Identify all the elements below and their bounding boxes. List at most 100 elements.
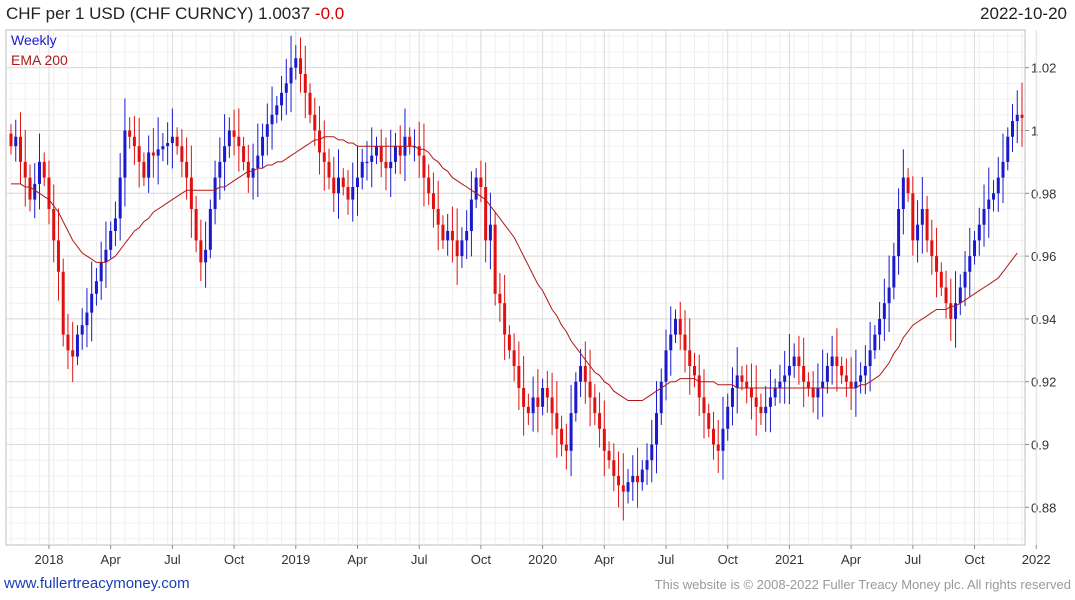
candle-body bbox=[721, 428, 725, 451]
candle-body bbox=[346, 187, 350, 200]
candle-body bbox=[322, 152, 326, 162]
candle-body bbox=[147, 152, 151, 178]
candle-body bbox=[351, 187, 355, 200]
candle-body bbox=[142, 161, 146, 178]
candle-body bbox=[251, 168, 255, 178]
x-tick-label: Oct bbox=[964, 552, 985, 567]
candle-body bbox=[911, 193, 915, 241]
candle-body bbox=[1006, 136, 1010, 162]
candle-body bbox=[303, 73, 307, 93]
candle-body bbox=[246, 161, 250, 178]
candle-body bbox=[716, 444, 720, 451]
candle-body bbox=[854, 381, 858, 388]
candle-body bbox=[697, 375, 701, 398]
candle-body bbox=[161, 146, 165, 150]
candle-body bbox=[982, 208, 986, 225]
candle-body bbox=[797, 356, 801, 367]
candle-body bbox=[436, 208, 440, 225]
candle-body bbox=[104, 249, 108, 263]
candle-body bbox=[949, 303, 953, 319]
candle-body bbox=[265, 124, 269, 137]
candle-body bbox=[631, 475, 635, 483]
candle-body bbox=[878, 318, 882, 335]
candle-body bbox=[821, 381, 825, 388]
candle-body bbox=[859, 375, 863, 382]
candle-body bbox=[33, 183, 37, 200]
candle-body bbox=[503, 303, 507, 335]
candle-body bbox=[469, 199, 473, 231]
candle-body bbox=[474, 177, 478, 200]
candle-body bbox=[901, 177, 905, 209]
candle-body bbox=[526, 406, 530, 414]
candle-body bbox=[640, 469, 644, 483]
candle-body bbox=[450, 230, 454, 241]
candle-body bbox=[968, 256, 972, 272]
candle-body bbox=[735, 375, 739, 388]
candle-body bbox=[75, 334, 79, 357]
candle-body bbox=[80, 325, 84, 335]
candle-body bbox=[1001, 161, 1005, 178]
candle-body bbox=[688, 350, 692, 367]
candle-body bbox=[28, 177, 32, 200]
candle-body bbox=[617, 475, 621, 486]
candle-body bbox=[170, 136, 174, 144]
y-tick-label: 1.02 bbox=[1031, 61, 1056, 76]
candle-body bbox=[916, 224, 920, 241]
candle-body bbox=[778, 381, 782, 388]
candle-body bbox=[460, 240, 464, 257]
candle-body bbox=[42, 161, 46, 178]
candle-body bbox=[493, 224, 497, 294]
candle-body bbox=[579, 366, 583, 382]
y-tick-label: 0.92 bbox=[1031, 375, 1056, 390]
candle-body bbox=[583, 366, 587, 382]
candle-body bbox=[920, 208, 924, 225]
candle-body bbox=[531, 397, 535, 414]
candle-body bbox=[745, 381, 749, 388]
candle-body bbox=[341, 177, 345, 188]
candle-body bbox=[194, 208, 198, 241]
candle-body bbox=[588, 381, 592, 398]
candle-body bbox=[636, 475, 640, 483]
candle-body bbox=[764, 406, 768, 414]
x-tick-label: 2018 bbox=[35, 552, 64, 567]
candle-body bbox=[308, 92, 312, 115]
candle-body bbox=[574, 381, 578, 414]
candle-body bbox=[218, 161, 222, 178]
candle-body bbox=[740, 375, 744, 382]
candle-body bbox=[678, 318, 682, 335]
candle-body bbox=[806, 381, 810, 388]
site-link[interactable]: www.fullertreacymoney.com bbox=[4, 575, 190, 592]
candle-body bbox=[564, 444, 568, 451]
candle-body bbox=[707, 413, 711, 429]
candle-body bbox=[873, 334, 877, 351]
candle-body bbox=[327, 161, 331, 178]
candle-body bbox=[977, 224, 981, 241]
candle-body bbox=[550, 397, 554, 414]
candle-body bbox=[337, 177, 341, 194]
candle-body bbox=[996, 177, 1000, 194]
x-tick-label: Jul bbox=[411, 552, 428, 567]
x-tick-label: Jul bbox=[658, 552, 675, 567]
candle-body bbox=[156, 149, 160, 156]
chart-date: 2022-10-20 bbox=[980, 4, 1067, 23]
candle-body bbox=[655, 413, 659, 445]
candle-body bbox=[151, 152, 155, 156]
candle-body bbox=[607, 450, 611, 461]
y-tick-label: 0.9 bbox=[1031, 438, 1049, 453]
candle-body bbox=[465, 230, 469, 241]
candle-body bbox=[180, 146, 184, 162]
candle-body bbox=[118, 177, 122, 219]
candle-body bbox=[768, 397, 772, 407]
candle-body bbox=[545, 387, 549, 398]
candle-body bbox=[427, 177, 431, 194]
candle-body bbox=[569, 413, 573, 451]
candle-body bbox=[802, 366, 806, 382]
candle-body bbox=[650, 444, 654, 461]
candle-body bbox=[237, 136, 241, 147]
candle-body bbox=[783, 375, 787, 382]
candle-body bbox=[944, 287, 948, 304]
candle-body bbox=[18, 136, 22, 162]
chart-title: CHF per 1 USD (CHF CURNCY) 1.0037 -0.0 bbox=[6, 4, 344, 24]
candle-body bbox=[66, 334, 70, 351]
candle-body bbox=[621, 485, 625, 492]
